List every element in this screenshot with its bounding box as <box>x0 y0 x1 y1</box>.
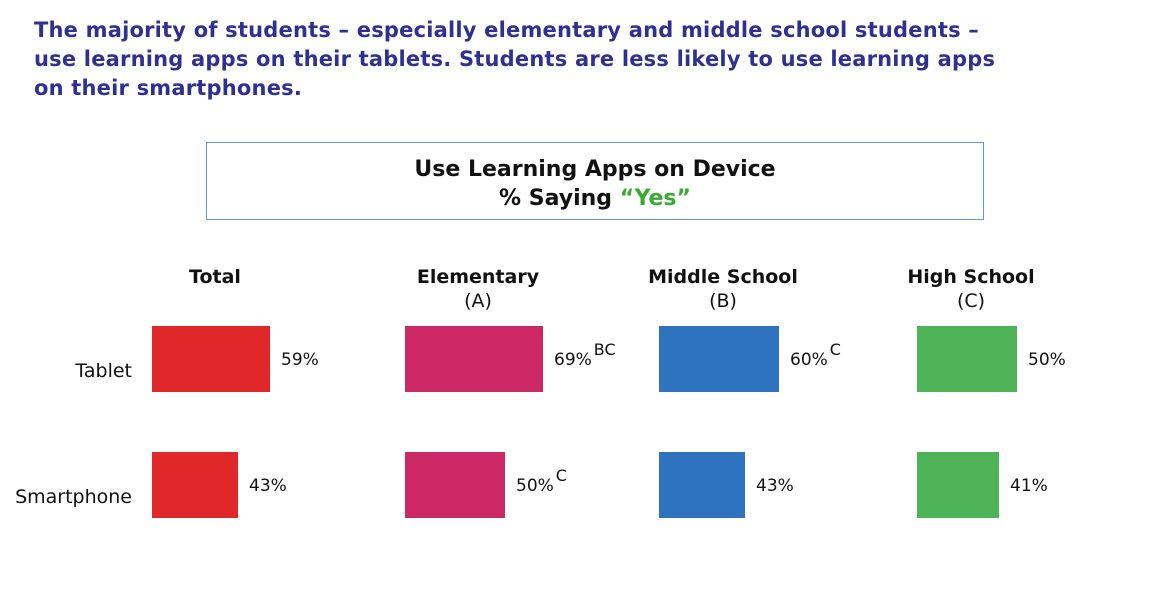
value-label-middle-school-smartphone: 43% <box>756 476 794 496</box>
value-label-high-school-smartphone: 41% <box>1010 476 1048 496</box>
value-label-total-smartphone: 43% <box>249 476 287 496</box>
headline: The majority of students – especially el… <box>34 16 1134 103</box>
headline-line-3: on their smartphones. <box>34 76 303 100</box>
bar-elementary-tablet <box>405 326 543 392</box>
chart-subtitle-yes: “Yes” <box>619 186 691 211</box>
bar-high-school-smartphone <box>917 452 999 518</box>
group-label-elementary: Elementary <box>417 266 540 288</box>
chart-subtitle: % Saying “Yes” <box>207 184 983 213</box>
value-label-elementary-smartphone: 50% <box>516 476 554 496</box>
sig-label-elementary-tablet: BC <box>594 340 616 359</box>
group-sublabel-high-school: (C) <box>957 290 985 312</box>
group-sublabel-elementary: (A) <box>464 290 492 312</box>
group-label-middle-school: Middle School <box>648 266 798 288</box>
row-label-tablet: Tablet <box>74 360 132 382</box>
chart-subtitle-prefix: % Saying <box>499 186 620 211</box>
bar-elementary-smartphone <box>405 452 505 518</box>
value-label-elementary-tablet: 69% <box>554 350 592 370</box>
headline-line-1: The majority of students – especially el… <box>34 18 979 42</box>
bar-high-school-tablet <box>917 326 1017 392</box>
row-label-smartphone: Smartphone <box>15 486 132 508</box>
headline-line-2: use learning apps on their tablets. Stud… <box>34 47 996 71</box>
bar-total-tablet <box>152 326 270 392</box>
sig-label-elementary-smartphone: C <box>556 466 567 485</box>
group-label-high-school: High School <box>907 266 1034 288</box>
value-label-high-school-tablet: 50% <box>1028 350 1066 370</box>
bar-middle-school-smartphone <box>659 452 745 518</box>
group-label-total: Total <box>189 266 241 288</box>
value-label-total-tablet: 59% <box>281 350 319 370</box>
chart-title-box: Use Learning Apps on Device % Saying “Ye… <box>206 142 984 220</box>
bar-total-smartphone <box>152 452 238 518</box>
chart-title: Use Learning Apps on Device <box>414 157 776 182</box>
group-sublabel-middle-school: (B) <box>709 290 737 312</box>
bar-middle-school-tablet <box>659 326 779 392</box>
value-label-middle-school-tablet: 60% <box>790 350 828 370</box>
sig-label-middle-school-tablet: C <box>830 340 841 359</box>
